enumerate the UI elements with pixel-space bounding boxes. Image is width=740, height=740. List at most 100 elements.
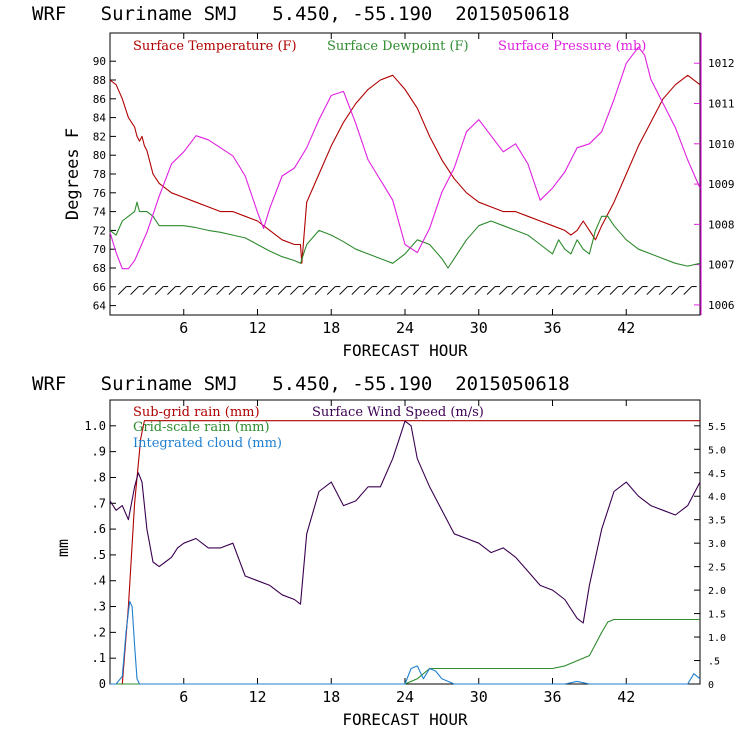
y-tick-label: 90 <box>93 55 106 68</box>
y2-tick-label: 1009 <box>708 178 735 191</box>
wind-barb <box>437 286 451 295</box>
precipitation-panel: WRF Suriname SMJ 5.450, -55.190 20150506… <box>32 373 726 729</box>
wind-barb <box>683 286 697 295</box>
y2-tick-label: 1006 <box>708 299 735 312</box>
legend-surface-wind-speed: Surface Wind Speed (m/s) <box>312 405 484 420</box>
legend-integrated-cloud: Integrated cloud (mm) <box>133 436 282 451</box>
y-tick-label: .9 <box>92 445 106 459</box>
precipitation-y-axis-label: mm <box>54 539 72 557</box>
y-tick-label: .7 <box>92 496 106 510</box>
y-tick-label: 1.0 <box>84 419 106 433</box>
wind-barb <box>572 286 587 295</box>
legend-surface-dewpoint: Surface Dewpoint (F) <box>327 39 469 54</box>
x-tick-label: 30 <box>470 688 488 706</box>
x-tick-label: 6 <box>179 688 188 706</box>
legend-surface-temperature: Surface Temperature (F) <box>133 39 297 54</box>
y2-tick-label: 4.0 <box>708 492 726 503</box>
y2-tick-label: 3.5 <box>708 516 726 527</box>
y2-tick-label: 0 <box>708 680 714 691</box>
wind-barb <box>376 286 390 295</box>
y2-tick-label: 2.5 <box>708 563 726 574</box>
wind-barb <box>498 286 513 295</box>
y-tick-label: 64 <box>93 300 107 313</box>
y2-tick-label: 5.0 <box>708 445 726 456</box>
wind-barb <box>339 286 353 295</box>
y2-tick-label: .5 <box>708 657 720 668</box>
wind-barb <box>167 286 181 295</box>
y-tick-label: .1 <box>92 651 106 665</box>
wind-barb <box>216 286 230 295</box>
wind-barb <box>191 286 206 295</box>
wind-barb <box>351 286 365 295</box>
wind-barb <box>363 286 378 295</box>
x-tick-label: 42 <box>617 319 635 337</box>
legend-grid-scale-rain: Grid-scale rain (mm) <box>133 420 270 435</box>
y-tick-label: .2 <box>92 625 106 639</box>
x-tick-label: 30 <box>470 319 488 337</box>
x-tick-label: 12 <box>248 319 266 337</box>
y-tick-label: 0 <box>99 677 106 691</box>
temperature-series-lines <box>109 46 701 270</box>
wind-barb <box>117 286 132 295</box>
x-tick-label: 24 <box>396 688 414 706</box>
temperature-y-axis-label: Degrees F <box>63 128 83 220</box>
temperature-plot-frame <box>109 32 701 316</box>
precipitation-axis-ticks: 6 12 18 24 30 36 42 0 .1 .2 .3 .4 .5 .6 .7 .8 .9 1.0 0 .5 1.… <box>84 400 726 706</box>
y2-tick-label: 1012 <box>708 57 735 70</box>
wind-barb <box>646 286 660 295</box>
y2-tick-label: 2.0 <box>708 586 726 597</box>
surface-wind-speed-line <box>109 420 701 624</box>
wind-barb <box>277 286 292 295</box>
temperature-panel-title: WRF Suriname SMJ 5.450, -55.190 20150506… <box>32 3 570 25</box>
y2-tick-label: 5.5 <box>708 422 726 433</box>
wind-barb <box>535 286 550 295</box>
surface-dewpoint-line <box>109 201 701 269</box>
wind-barb <box>302 286 316 295</box>
y-tick-label: 68 <box>93 262 106 275</box>
wind-barb <box>228 286 242 295</box>
wind-barb <box>203 286 218 295</box>
x-tick-label: 36 <box>543 688 561 706</box>
temperature-x-axis-label: FORECAST HOUR <box>342 341 468 360</box>
legend-subgrid-rain: Sub-grid rain (mm) <box>133 405 260 420</box>
wind-barb <box>474 286 488 295</box>
y-tick-label: 66 <box>93 281 106 294</box>
wind-barb <box>462 286 476 295</box>
wind-barb <box>412 286 427 295</box>
y-tick-label: .6 <box>92 522 106 536</box>
y-tick-label: 70 <box>93 243 106 256</box>
wind-barb <box>523 286 537 295</box>
integrated-cloud-line <box>110 600 701 685</box>
y-tick-label: .3 <box>92 600 106 614</box>
y2-tick-label: 3.0 <box>708 539 726 550</box>
wind-barb <box>621 286 636 295</box>
wind-barb <box>486 286 501 295</box>
y2-tick-label: 1008 <box>708 218 735 231</box>
precipitation-x-axis-label: FORECAST HOUR <box>342 710 468 729</box>
y2-tick-label: 1010 <box>708 138 735 151</box>
x-tick-label: 42 <box>617 688 635 706</box>
wind-barb <box>671 286 685 295</box>
wind-barb <box>253 286 267 295</box>
wind-barb <box>585 286 599 295</box>
y-tick-label: 80 <box>93 149 106 162</box>
sub-grid-rain-line <box>110 420 700 685</box>
x-tick-label: 36 <box>543 319 561 337</box>
wind-barb <box>154 286 169 295</box>
precipitation-panel-title: WRF Suriname SMJ 5.450, -55.190 20150506… <box>32 373 570 395</box>
y-tick-label: 86 <box>93 93 106 106</box>
y-tick-label: 84 <box>93 112 107 125</box>
y-tick-label: .5 <box>92 548 106 562</box>
wind-barb <box>609 286 623 295</box>
temperature-axis-ticks: 6 12 18 24 30 36 42 64 66 68 70 72 74 76 78 80 82 84 86 88 9… <box>93 33 735 337</box>
wind-barb <box>240 286 255 295</box>
y-tick-label: 76 <box>93 187 106 200</box>
wind-barb <box>634 286 648 295</box>
x-tick-label: 18 <box>322 319 340 337</box>
surface-pressure-line <box>109 46 701 270</box>
y-tick-label: 82 <box>93 130 106 143</box>
wind-barb <box>265 286 279 295</box>
wind-barb <box>179 286 193 295</box>
y2-tick-label: 1007 <box>708 259 735 272</box>
